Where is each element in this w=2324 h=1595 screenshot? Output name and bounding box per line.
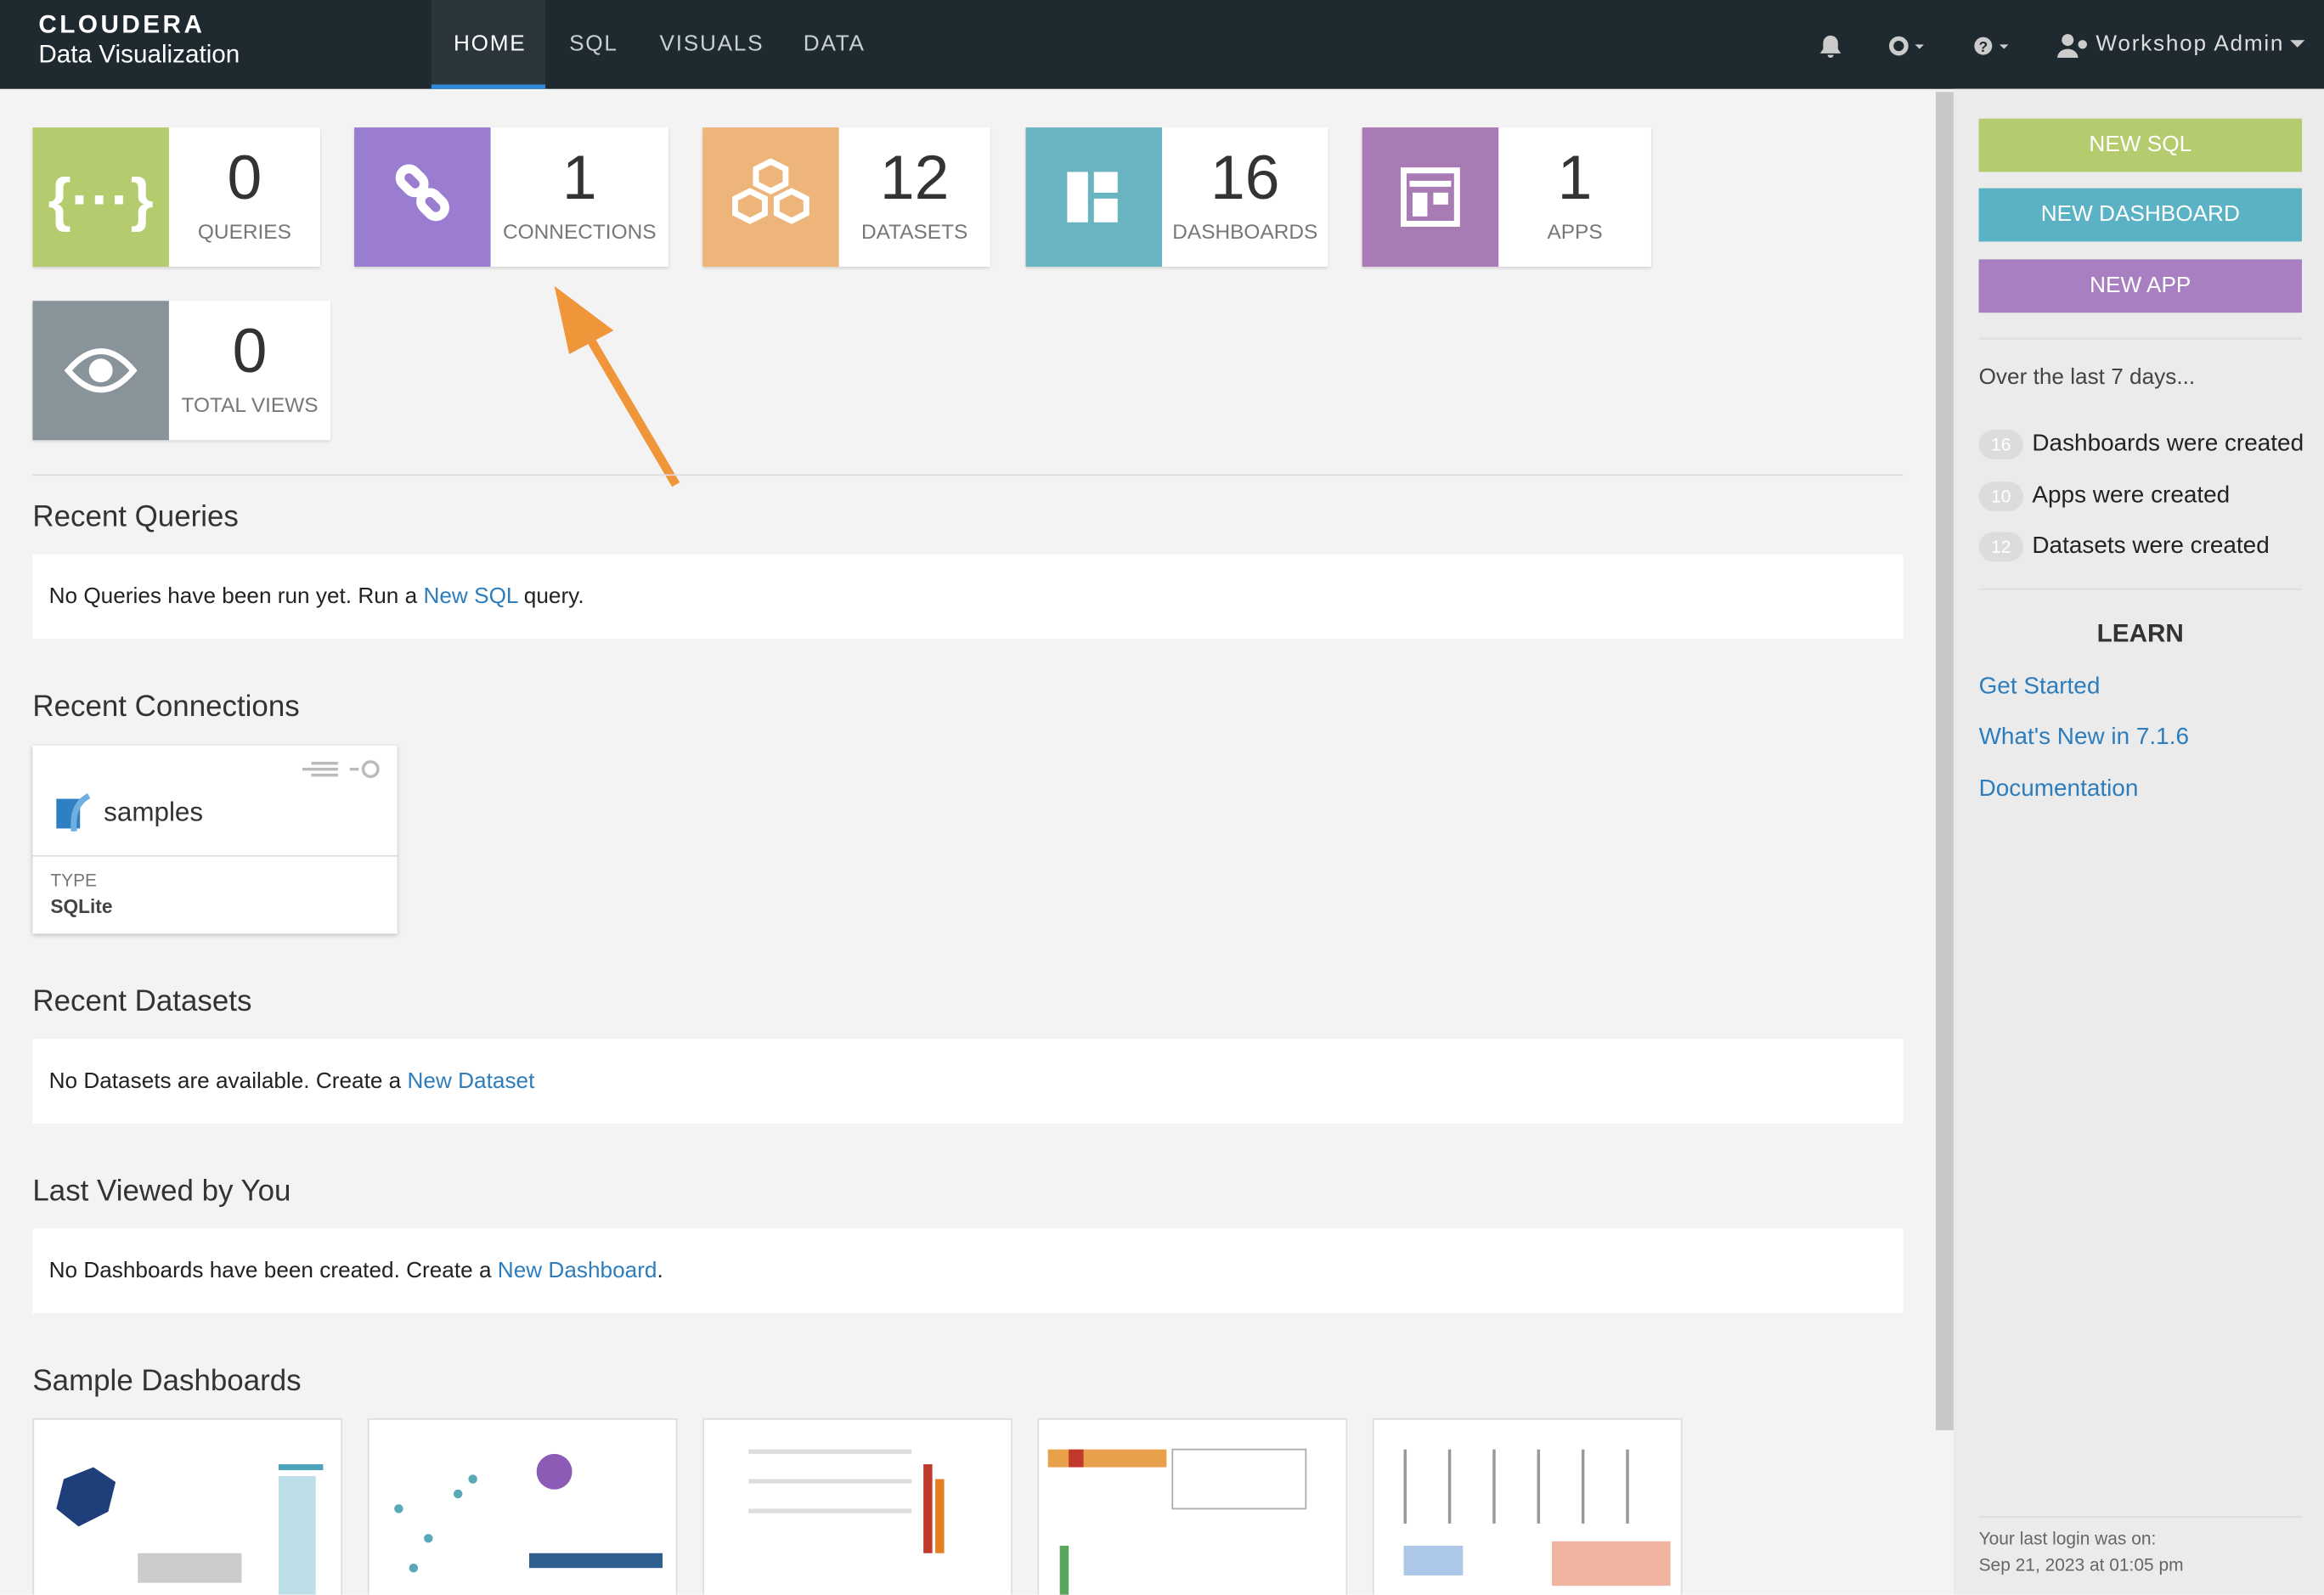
period: Over the last 7 days... (1978, 364, 2196, 390)
annotation-arrow (554, 285, 680, 488)
header-icons[interactable]: ? (1817, 32, 2024, 59)
new-dashboard-button[interactable]: NEW DASHBOARD (1978, 188, 2302, 242)
stat-tile[interactable]: 1 CONNECTIONS (354, 127, 668, 268)
stat-label: QUERIES (197, 219, 291, 244)
activity: 10 Apps were created (1978, 482, 2231, 512)
stat-label: DASHBOARDS (1172, 219, 1318, 244)
link[interactable]: New Dashboard (497, 1258, 657, 1284)
learn-link[interactable]: Get Started (1978, 674, 2101, 700)
activity: 12 Datasets were created (1978, 532, 2270, 562)
icon (1362, 127, 1499, 268)
nav-item[interactable]: DATA (803, 31, 866, 57)
learn-title: LEARN (2096, 619, 2184, 648)
empty-message: No Dashboards have been created. Create … (32, 1228, 1904, 1314)
stat-tile[interactable]: 1 APPS (1362, 127, 1651, 268)
nav-item[interactable]: HOME (453, 31, 527, 57)
text: No Dashboards have been created. Create … (48, 1258, 498, 1284)
stat-tile[interactable]: 0 TOTAL VIEWS (32, 301, 331, 441)
sidebar (1953, 88, 2324, 1595)
type-value: SQLite (50, 894, 113, 918)
stat-value: 1 (561, 142, 597, 212)
icon: {···} (32, 127, 169, 268)
learn-link[interactable]: What's New in 7.1.6 (1978, 724, 2189, 750)
dashboard-thumbnail[interactable] (367, 1417, 678, 1595)
new-sql-button[interactable]: NEW SQL (1978, 118, 2302, 172)
connection-name: samples (104, 797, 204, 827)
stat-value: 0 (232, 315, 268, 386)
icon (354, 127, 491, 268)
nav-active (431, 0, 546, 89)
dashboard-thumbnail[interactable] (1372, 1417, 1683, 1595)
section-title: Recent Connections (32, 690, 300, 724)
learn-link[interactable]: Documentation (1978, 776, 2139, 803)
badge: 16 (1978, 430, 2023, 459)
text: No Queries have been run yet. Run a (48, 583, 424, 610)
empty-message: No Queries have been run yet. Run a New … (32, 554, 1904, 640)
divider (1978, 337, 2302, 340)
activity-text: Apps were created (2032, 482, 2231, 509)
activity-text: Dashboards were created (2032, 431, 2304, 457)
section-title: Sample Dashboards (32, 1365, 302, 1398)
card-divider (32, 854, 398, 857)
new-app-button[interactable]: NEW APP (1978, 259, 2302, 313)
stat-value: 1 (1557, 142, 1593, 212)
nav-item[interactable]: SQL (569, 31, 618, 57)
activity: 16 Dashboards were created (1978, 430, 2304, 459)
card-actions[interactable] (302, 758, 392, 781)
dashboard-thumbnail[interactable] (1037, 1417, 1348, 1595)
last-login-label: Your last login was on: (1978, 1528, 2157, 1549)
caret (2290, 40, 2305, 48)
link[interactable]: New SQL (423, 583, 518, 610)
divider (1978, 588, 2302, 590)
product: Data Visualization (38, 40, 240, 69)
header: CLOUDERA Data Visualization HOME SQL VIS… (0, 0, 2324, 89)
scrollbar[interactable] (1935, 92, 1954, 1430)
stat-value: 16 (1210, 142, 1280, 212)
stat-label: APPS (1547, 219, 1603, 244)
stat-tile[interactable]: 16 DASHBOARDS (1025, 127, 1328, 268)
connection-card[interactable]: samples TYPE SQLite (32, 745, 398, 934)
type-label: TYPE (50, 870, 98, 891)
section-title: Last Viewed by You (32, 1175, 291, 1209)
icon (702, 127, 839, 268)
stat-tile[interactable]: {···} 0 QUERIES (32, 127, 320, 268)
divider (1978, 1516, 2302, 1518)
icon (32, 301, 169, 441)
section-title: Recent Queries (32, 500, 239, 534)
stat-label: DATASETS (860, 219, 968, 244)
empty-message: No Datasets are available. Create a New … (32, 1039, 1904, 1124)
divider (32, 474, 1904, 476)
link[interactable]: New Dataset (407, 1068, 535, 1094)
section-title: Recent Datasets (32, 985, 252, 1018)
user-menu[interactable]: Workshop Admin (2096, 31, 2285, 57)
text: No Datasets are available. Create a (48, 1068, 408, 1094)
stat-value: 0 (227, 142, 262, 212)
badge: 10 (1978, 482, 2023, 512)
text: . (657, 1258, 663, 1284)
badge: 12 (1978, 532, 2023, 562)
dashboard-thumbnail[interactable] (32, 1417, 343, 1595)
last-login-date: Sep 21, 2023 at 01:05 pm (1978, 1554, 2184, 1575)
activity-text: Datasets were created (2032, 533, 2270, 559)
nav-item[interactable]: VISUALS (659, 31, 764, 57)
sqlite-icon (56, 792, 91, 831)
svg-text:{···}: {···} (48, 166, 154, 232)
dashboard-thumbnail[interactable] (702, 1417, 1013, 1595)
stat-label: TOTAL VIEWS (181, 392, 319, 417)
stat-label: CONNECTIONS (503, 219, 657, 244)
svg-text:?: ? (1978, 38, 1988, 55)
icon (1025, 127, 1163, 268)
stat-tile[interactable]: 12 DATASETS (702, 127, 990, 268)
stat-value: 12 (879, 142, 950, 212)
user-icon[interactable] (2057, 32, 2090, 59)
text: query. (517, 583, 584, 610)
brand: CLOUDERA (38, 10, 206, 39)
